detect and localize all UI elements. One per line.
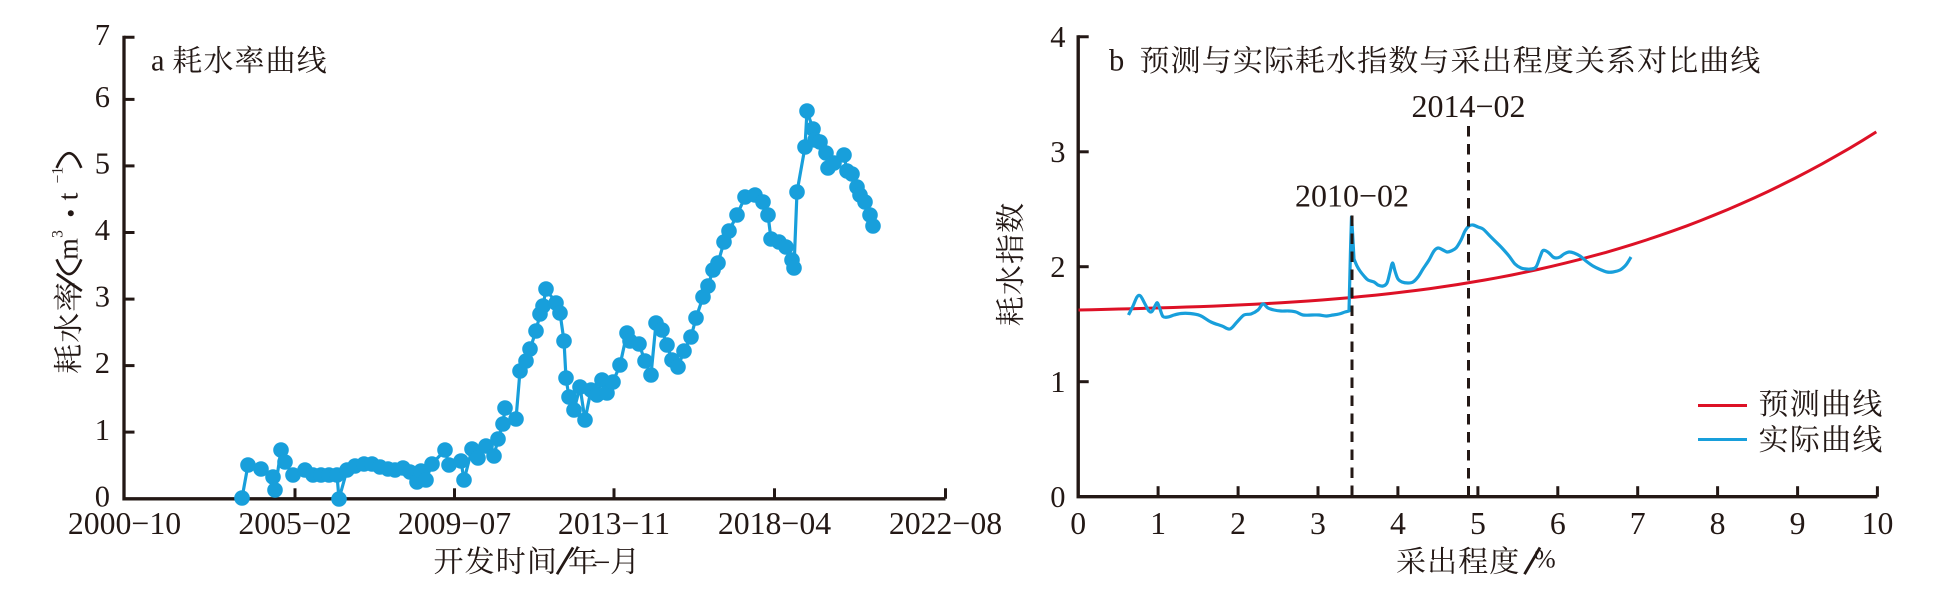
svg-text:−: − (593, 546, 610, 580)
svg-text:2000−10: 2000−10 (68, 506, 181, 541)
svg-text:−1: −1 (49, 167, 66, 184)
svg-text:2: 2 (95, 346, 110, 380)
svg-text:4: 4 (1050, 20, 1065, 54)
svg-text:2: 2 (1050, 250, 1065, 284)
svg-text:6: 6 (95, 80, 110, 114)
svg-text:b: b (1109, 43, 1124, 77)
svg-text:1: 1 (1150, 506, 1166, 541)
svg-text:0: 0 (1070, 506, 1086, 541)
svg-text:1: 1 (1050, 365, 1065, 399)
svg-text:2010−02: 2010−02 (1295, 178, 1409, 214)
svg-text:7: 7 (95, 18, 110, 52)
svg-text:4: 4 (1390, 506, 1406, 541)
svg-text:1: 1 (95, 413, 110, 447)
svg-text:5: 5 (1470, 506, 1486, 541)
svg-text:3: 3 (49, 230, 66, 238)
svg-text:4: 4 (95, 213, 110, 247)
svg-text:m: m (53, 238, 84, 260)
svg-text:2: 2 (1230, 506, 1246, 541)
svg-text:3: 3 (95, 280, 110, 314)
svg-text:0: 0 (95, 479, 110, 513)
svg-text:3: 3 (1050, 135, 1065, 169)
svg-text:2022−08: 2022−08 (889, 506, 1002, 541)
svg-text:%: % (1534, 545, 1556, 574)
svg-text:2009−07: 2009−07 (398, 506, 511, 541)
svg-text:8: 8 (1710, 506, 1726, 541)
svg-text:9: 9 (1790, 506, 1806, 541)
svg-text:2014−02: 2014−02 (1411, 88, 1525, 124)
svg-text:3: 3 (1310, 506, 1326, 541)
svg-text:6: 6 (1550, 506, 1566, 541)
svg-text:5: 5 (95, 147, 110, 181)
svg-text:2018−04: 2018−04 (718, 506, 831, 541)
svg-text:2005−02: 2005−02 (238, 506, 351, 541)
svg-text:10: 10 (1862, 506, 1894, 541)
svg-text:a: a (151, 43, 165, 77)
svg-text:2013−11: 2013−11 (558, 506, 670, 541)
svg-text:t: t (53, 192, 84, 200)
svg-text:7: 7 (1630, 506, 1646, 541)
svg-text:0: 0 (1050, 480, 1065, 514)
